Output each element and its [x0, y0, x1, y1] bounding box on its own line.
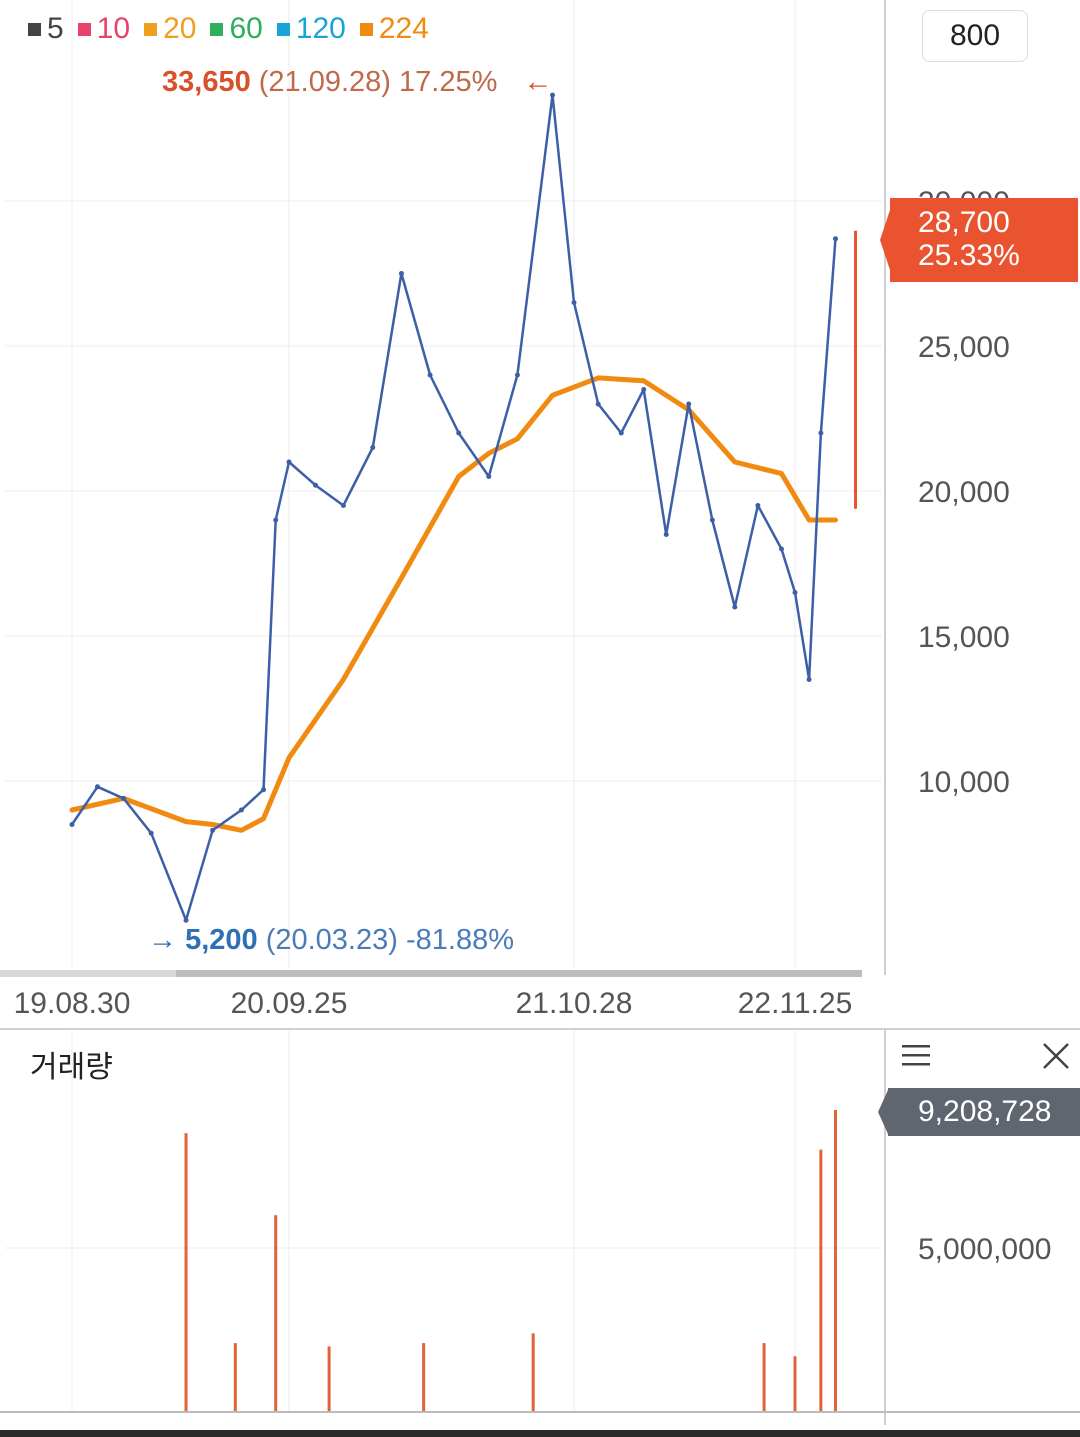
- price-point: [618, 430, 624, 436]
- volume-bar: [327, 1346, 331, 1412]
- x-tick-label: 19.08.30: [14, 987, 131, 1020]
- price-point: [486, 474, 492, 479]
- volume-bar: [793, 1356, 797, 1412]
- current-price-tag: 28,700 25.33%: [890, 198, 1078, 282]
- price-point: [340, 503, 346, 508]
- price-tag-pointer: [880, 210, 890, 270]
- price-point: [120, 795, 126, 801]
- legend-label: 20: [163, 12, 197, 45]
- price-point: [832, 236, 838, 242]
- price-point: [183, 917, 189, 923]
- bottom-bar: [0, 1430, 1080, 1437]
- volume-bar: [422, 1343, 426, 1412]
- price-point: [456, 430, 462, 436]
- price-point: [641, 387, 647, 392]
- current-volume-tag: 9,208,728: [888, 1088, 1080, 1136]
- volume-bar: [274, 1215, 278, 1412]
- ma-legend: 5 10 20 60 120 224: [28, 12, 429, 46]
- price-point: [238, 807, 244, 813]
- volume-bar: [233, 1343, 237, 1412]
- legend-label: 60: [229, 12, 263, 45]
- ma-224-line: [69, 375, 838, 833]
- volume-y-tick-label: 5,000,000: [918, 1233, 1051, 1266]
- volume-title: 거래량: [30, 1051, 113, 1084]
- price-point: [732, 604, 738, 610]
- price-point: [550, 92, 556, 98]
- price-point: [792, 590, 798, 595]
- menu-icon[interactable]: [900, 1040, 932, 1070]
- price-point: [273, 517, 279, 523]
- y-tick-label: 15,000: [918, 621, 1010, 654]
- legend-swatch: [144, 22, 158, 36]
- price-point: [94, 784, 100, 790]
- legend-label: 224: [378, 12, 429, 45]
- low-annotation: → 5,200 (20.03.23) -81.88%: [148, 924, 514, 957]
- legend-item[interactable]: 120: [276, 12, 346, 46]
- price-point: [663, 532, 669, 537]
- price-point: [779, 546, 785, 552]
- price-point: [686, 401, 692, 407]
- price-point: [818, 430, 824, 436]
- legend-item[interactable]: 5: [28, 12, 64, 46]
- price-point: [571, 300, 577, 305]
- price-point: [312, 482, 318, 488]
- legend-item[interactable]: 10: [77, 12, 131, 46]
- price-point: [69, 822, 75, 827]
- legend-item[interactable]: 60: [210, 12, 263, 46]
- low-date: (20.03.23): [265, 924, 398, 956]
- price-point: [398, 271, 404, 276]
- current-pct: 25.33%: [918, 239, 1020, 272]
- legend-swatch: [28, 22, 41, 36]
- volume-bar: [531, 1333, 535, 1412]
- low-price: 5,200: [185, 924, 258, 956]
- current-price: 28,700: [918, 206, 1010, 239]
- volume-bar: [819, 1149, 823, 1412]
- scrollbar-thumb: [176, 970, 862, 977]
- legend-swatch: [359, 22, 373, 36]
- volume-bar: [184, 1133, 188, 1412]
- period-button[interactable]: 800: [922, 10, 1028, 62]
- low-pct: -81.88%: [405, 924, 514, 956]
- price-point: [806, 677, 812, 682]
- price-point: [286, 459, 292, 465]
- current-volume: 9,208,728: [918, 1095, 1052, 1128]
- y-tick-label: 25,000: [918, 331, 1010, 364]
- high-price: 33,650: [162, 66, 251, 98]
- y-tick-label: 10,000: [918, 766, 1010, 799]
- x-tick-label: 21.10.28: [516, 987, 633, 1020]
- high-date: (21.09.28): [258, 66, 391, 98]
- legend-item[interactable]: 224: [359, 12, 429, 46]
- y-tick-label: 20,000: [918, 476, 1010, 509]
- price-point: [514, 372, 520, 378]
- volume-tag-pointer: [878, 1090, 888, 1134]
- price-line: [70, 93, 837, 922]
- high-pct: 17.25%: [399, 66, 498, 98]
- volume-bar: [762, 1343, 766, 1412]
- low-arrow-icon: →: [148, 924, 177, 956]
- price-point: [427, 372, 433, 378]
- close-icon[interactable]: [1040, 1040, 1072, 1072]
- high-annotation: 33,650 (21.09.28) 17.25% ←: [162, 66, 552, 99]
- volume-bar: [833, 1109, 837, 1412]
- price-point: [709, 517, 715, 523]
- price-point: [148, 830, 154, 836]
- legend-label: 5: [47, 12, 64, 45]
- legend-label: 120: [295, 12, 346, 45]
- price-point: [755, 503, 761, 508]
- price-point: [595, 401, 601, 407]
- legend-swatch: [276, 22, 290, 36]
- legend-label: 10: [96, 12, 131, 45]
- price-point: [261, 787, 267, 793]
- x-tick-label: 22.11.25: [738, 987, 853, 1020]
- legend-item[interactable]: 20: [144, 12, 196, 46]
- price-point: [210, 827, 216, 833]
- x-tick-label: 20.09.25: [231, 987, 348, 1020]
- high-arrow-icon: ←: [523, 66, 553, 98]
- price-point: [370, 445, 376, 450]
- legend-swatch: [210, 22, 224, 36]
- legend-swatch: [77, 22, 91, 36]
